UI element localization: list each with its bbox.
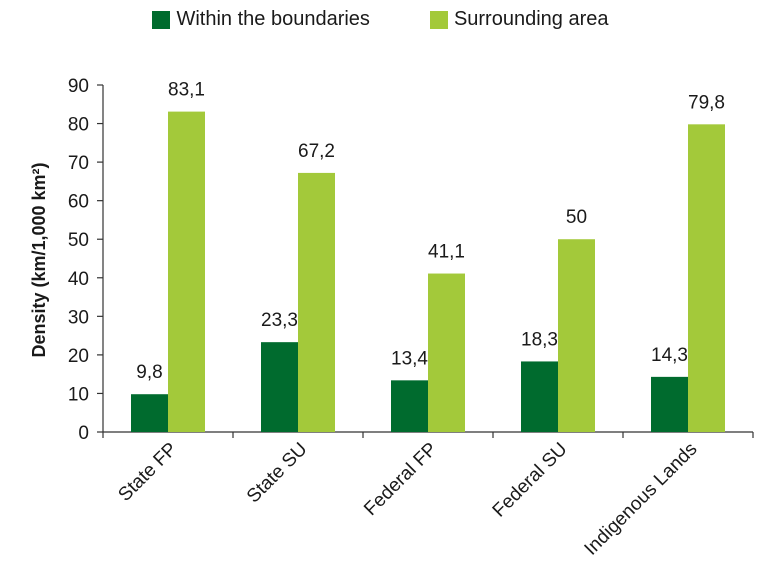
y-tick-label: 70 bbox=[68, 153, 89, 174]
bar-surrounding-3 bbox=[428, 273, 465, 432]
y-tick-label: 80 bbox=[68, 115, 89, 136]
x-category-label: State SU bbox=[243, 439, 312, 508]
bar-surrounding-4 bbox=[558, 239, 595, 432]
data-label-surrounding-3: 41,1 bbox=[428, 242, 465, 263]
plot-area: 0 10 20 30 40 50 60 70 80 90 9,8 83,1 State FP 23,3 67… bbox=[68, 76, 754, 560]
bar-surrounding-1 bbox=[168, 111, 205, 432]
chart-legend: Within the boundaries Surrounding area bbox=[0, 8, 761, 31]
data-label-within-2: 23,3 bbox=[261, 310, 298, 331]
legend-label-within: Within the boundaries bbox=[176, 8, 370, 30]
legend-swatch-within bbox=[152, 10, 171, 29]
legend-swatch-surrounding bbox=[429, 10, 448, 29]
bar-within-3 bbox=[391, 380, 428, 432]
y-axis-title: Density (km/1,000 km²) bbox=[29, 162, 49, 357]
y-tick-label: 90 bbox=[68, 76, 89, 97]
y-tick-label: 50 bbox=[68, 230, 89, 251]
data-label-surrounding-1: 83,1 bbox=[168, 80, 205, 101]
legend-label-surrounding: Surrounding area bbox=[453, 8, 609, 30]
data-label-within-5: 14,3 bbox=[651, 345, 688, 366]
bar-within-1 bbox=[131, 394, 168, 432]
y-tick-label: 40 bbox=[68, 269, 89, 290]
y-tick-label: 0 bbox=[78, 423, 89, 444]
bar-within-2 bbox=[261, 342, 298, 432]
y-tick-label: 30 bbox=[68, 307, 89, 328]
bar-surrounding-5 bbox=[688, 124, 725, 433]
y-tick-label: 60 bbox=[68, 192, 89, 213]
data-label-within-1: 9,8 bbox=[136, 362, 162, 383]
data-label-within-4: 18,3 bbox=[521, 329, 558, 350]
data-label-surrounding-4: 50 bbox=[566, 207, 587, 228]
data-label-within-3: 13,4 bbox=[391, 348, 428, 369]
legend-item-surrounding: Surrounding area bbox=[429, 8, 609, 31]
y-tick-label: 10 bbox=[68, 384, 89, 405]
x-category-label: State FP bbox=[114, 439, 181, 506]
bar-within-5 bbox=[651, 376, 688, 432]
x-category-label: Federal SU bbox=[489, 439, 572, 522]
x-category-label: Federal FP bbox=[360, 439, 441, 520]
legend-item-within: Within the boundaries bbox=[152, 8, 370, 31]
bar-within-4 bbox=[521, 361, 558, 432]
data-label-surrounding-5: 79,8 bbox=[688, 92, 725, 113]
y-tick-label: 20 bbox=[68, 346, 89, 367]
bar-surrounding-2 bbox=[298, 172, 335, 432]
x-category-label: Indigenous Lands bbox=[581, 439, 702, 560]
data-label-surrounding-2: 67,2 bbox=[298, 141, 335, 162]
